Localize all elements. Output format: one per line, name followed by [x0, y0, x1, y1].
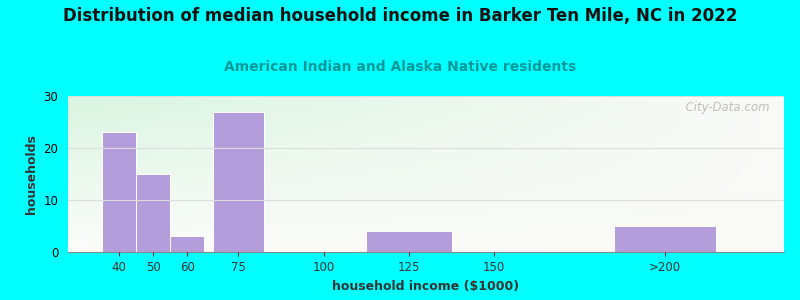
Y-axis label: households: households	[25, 134, 38, 214]
Bar	[614, 226, 716, 252]
Text: American Indian and Alaska Native residents: American Indian and Alaska Native reside…	[224, 60, 576, 74]
Bar	[102, 132, 136, 252]
Bar	[213, 112, 264, 252]
Text: Distribution of median household income in Barker Ten Mile, NC in 2022: Distribution of median household income …	[63, 8, 737, 26]
Bar	[170, 236, 204, 252]
X-axis label: household income ($1000): household income ($1000)	[333, 280, 519, 292]
Text: City-Data.com: City-Data.com	[678, 101, 770, 114]
Bar	[136, 174, 170, 252]
Bar	[366, 231, 451, 252]
